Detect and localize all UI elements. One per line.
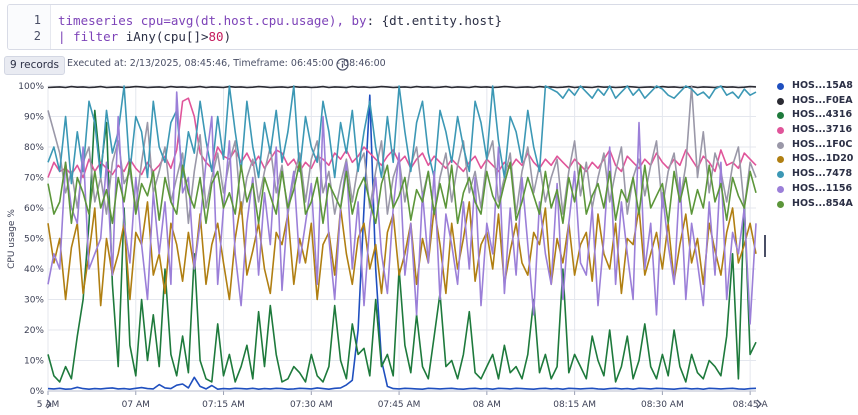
legend-label: HOS...1F0C bbox=[792, 138, 853, 150]
y-tick-label: 20% bbox=[24, 326, 44, 336]
y-tick-label: 70% bbox=[24, 174, 44, 184]
chart-scroll-handle[interactable] bbox=[764, 235, 766, 257]
x-tick-label: 07:45 AM bbox=[378, 400, 421, 410]
legend-item[interactable]: HOS...7478 bbox=[776, 168, 858, 183]
line-number-gutter: 1 2 bbox=[8, 5, 51, 49]
legend-label: HOS...4316 bbox=[792, 109, 853, 121]
series-line bbox=[47, 85, 757, 185]
x-tick-label: 07 AM bbox=[122, 400, 150, 410]
legend-label: HOS...7478 bbox=[792, 168, 853, 180]
y-tick-label: 0% bbox=[30, 387, 45, 397]
legend-label: HOS...854A bbox=[792, 197, 853, 209]
y-tick-label: 40% bbox=[24, 265, 44, 275]
y-axis: 0% 10% 20% 30% 40% 50% 60% 70% 80% 90% 100% bbox=[18, 82, 44, 397]
x-tick-label: 08 AM bbox=[473, 400, 501, 410]
x-tick-label: 08:15 AM bbox=[553, 400, 596, 410]
y-tick-label: 80% bbox=[24, 143, 44, 153]
legend-swatch bbox=[777, 156, 784, 164]
legend-swatch bbox=[777, 97, 784, 105]
series-line bbox=[47, 161, 757, 225]
y-tick-label: 50% bbox=[24, 235, 44, 245]
legend-label: HOS...1D20 bbox=[792, 153, 854, 165]
legend-label: HOS...F0EA bbox=[792, 94, 853, 106]
code-keyword-filter: filter bbox=[73, 29, 119, 44]
query-line-1[interactable]: timeseries cpu=avg(dt.host.cpu.usage), b… bbox=[58, 13, 502, 28]
chart-series bbox=[47, 85, 757, 391]
legend-swatch bbox=[777, 200, 784, 208]
scroll-left-arrow[interactable] bbox=[46, 399, 52, 409]
legend-item[interactable]: HOS...854A bbox=[776, 198, 858, 213]
legend-item[interactable]: HOS...3716 bbox=[776, 124, 858, 139]
code-token: : {dt.entity.host} bbox=[366, 13, 503, 28]
line-number: 2 bbox=[33, 29, 41, 43]
x-tick-label: 08:45 A bbox=[733, 400, 769, 410]
query-line-2[interactable]: | filter iAny(cpu[]>80) bbox=[58, 29, 231, 44]
code-token: timeseries cpu=avg(dt.host.cpu.usage), bbox=[58, 13, 352, 28]
cpu-usage-line-chart: 0% 10% 20% 30% 40% 50% 60% 70% 80% 90% 100% 5 AM 07… bbox=[7, 82, 769, 410]
x-tick-label: 5 AM bbox=[37, 400, 60, 410]
code-keyword-by: by bbox=[351, 13, 367, 28]
legend-item[interactable]: HOS...F0EA bbox=[776, 95, 858, 110]
x-tick-label: 07:15 AM bbox=[202, 400, 245, 410]
legend-swatch bbox=[777, 185, 784, 193]
series-line bbox=[47, 85, 757, 89]
info-icon[interactable] bbox=[336, 58, 349, 71]
line-number: 1 bbox=[33, 13, 41, 27]
chart-grid bbox=[47, 85, 756, 392]
x-tick-label: 07:30 AM bbox=[290, 400, 333, 410]
records-count-badge[interactable]: 9 records bbox=[4, 56, 66, 75]
y-tick-label: 100% bbox=[18, 82, 44, 92]
legend-swatch bbox=[777, 83, 784, 90]
series-line bbox=[47, 94, 757, 391]
legend-swatch bbox=[777, 141, 784, 149]
code-pipe: | bbox=[58, 29, 74, 44]
chart-legend: HOS...15A8 HOS...F0EA HOS...4316 HOS...3716… bbox=[776, 80, 858, 212]
legend-label: HOS...15A8 bbox=[792, 80, 853, 91]
code-number: 80 bbox=[208, 29, 224, 44]
result-status-bar: 9 records Executed at: 2/13/2025, 08:45:… bbox=[0, 55, 858, 75]
scroll-right-arrow[interactable] bbox=[756, 399, 762, 409]
legend-label: HOS...1156 bbox=[792, 182, 853, 194]
legend-item[interactable]: HOS...1156 bbox=[776, 183, 858, 198]
legend-item[interactable]: HOS...1F0C bbox=[776, 139, 858, 154]
legend-swatch bbox=[777, 112, 784, 120]
execution-info: Executed at: 2/13/2025, 08:45:46, Timefr… bbox=[67, 58, 386, 69]
legend-swatch bbox=[777, 171, 784, 179]
legend-item[interactable]: HOS...1D20 bbox=[776, 153, 858, 168]
y-tick-label: 10% bbox=[24, 357, 44, 367]
series-line bbox=[47, 109, 757, 383]
code-token: ) bbox=[223, 29, 232, 44]
query-editor[interactable]: 1 2 timeseries cpu=avg(dt.host.cpu.usage… bbox=[7, 4, 858, 50]
series-line bbox=[47, 91, 757, 325]
legend-item[interactable]: HOS...15A8 bbox=[776, 80, 858, 95]
x-axis: 5 AM 07 AM 07:15 AM 07:30 AM 07:45 AM 08 AM 08… bbox=[37, 390, 769, 410]
y-tick-label: 60% bbox=[24, 204, 44, 214]
code-token: iAny(cpu[]> bbox=[118, 29, 209, 44]
y-tick-label: 90% bbox=[24, 113, 44, 123]
series-line bbox=[47, 201, 757, 307]
legend-item[interactable]: HOS...4316 bbox=[776, 109, 858, 124]
legend-label: HOS...3716 bbox=[792, 124, 853, 136]
x-tick-label: 08:30 AM bbox=[641, 400, 684, 410]
legend-swatch bbox=[777, 127, 784, 135]
y-axis-label: CPU usage % bbox=[7, 209, 17, 269]
y-tick-label: 30% bbox=[24, 296, 44, 306]
